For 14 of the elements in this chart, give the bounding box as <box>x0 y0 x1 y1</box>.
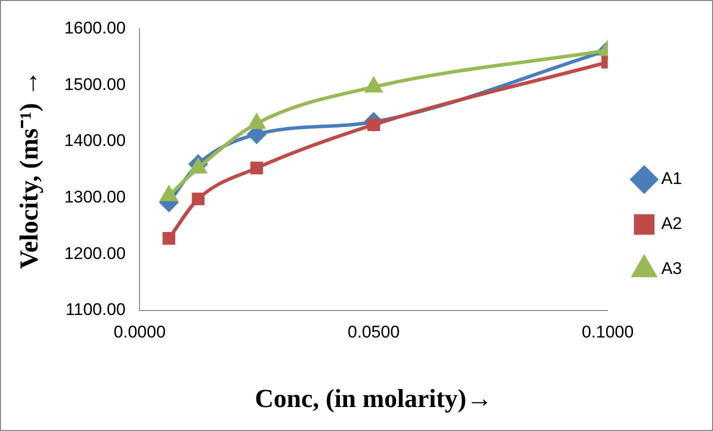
x-tick-label: 0.0000 <box>114 322 166 342</box>
y-tick-label: 1500.00 <box>64 74 126 94</box>
y-tick-label: 1600.00 <box>64 18 126 38</box>
y-axis-title: Velocity, (ms⁻¹) → <box>14 70 44 269</box>
x-tick-label: 0.1000 <box>582 322 634 342</box>
legend-label: A2 <box>661 214 682 234</box>
legend-label: A3 <box>661 259 682 278</box>
legend-label: A1 <box>661 169 682 188</box>
y-tick-label: 1200.00 <box>64 244 126 263</box>
y-tick-label: 1300.00 <box>64 188 126 207</box>
y-tick-label: 1400.00 <box>64 131 126 150</box>
y-tick-label: 1100.00 <box>65 300 126 320</box>
x-axis-title: Conc, (in molarity)→ <box>254 384 492 414</box>
x-tick-label: 0.0500 <box>348 322 400 342</box>
